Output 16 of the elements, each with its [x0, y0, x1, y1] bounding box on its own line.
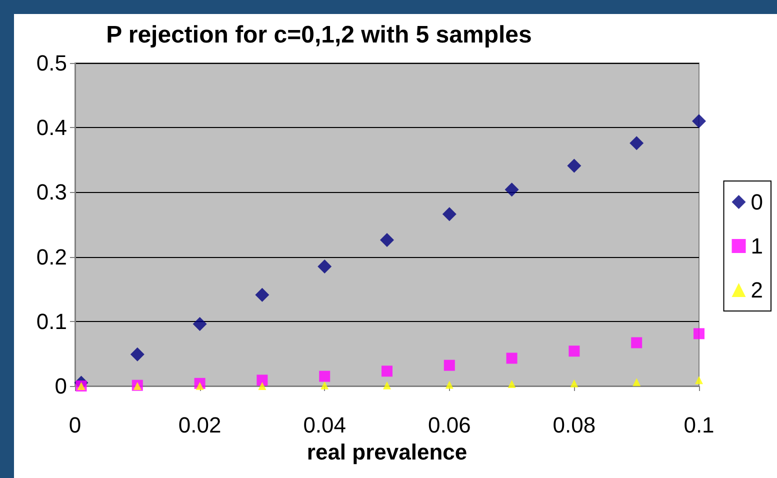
y-tick-label: 0.3 [36, 180, 67, 205]
y-tick-label: 0.2 [36, 244, 67, 270]
chart-title: P rejection for c=0,1,2 with 5 samples [106, 22, 532, 48]
y-tick-label: 0.1 [36, 308, 67, 334]
x-tick-label: 0.04 [303, 412, 346, 438]
x-axis-title: real prevalence [306, 439, 468, 464]
y-tick-label: 0 [54, 374, 67, 398]
legend-label: 1 [750, 234, 764, 258]
y-tick-label: 0.4 [36, 115, 67, 140]
x-tick-label: 0.06 [428, 412, 471, 438]
x-tick-label: 0.1 [684, 412, 714, 438]
y-tick-label: 0.5 [36, 50, 67, 76]
x-tick-label: 0.02 [178, 412, 222, 438]
x-tick-label: 0.08 [552, 412, 596, 438]
legend-label: 0 [750, 190, 764, 214]
legend-label: 2 [750, 278, 764, 302]
